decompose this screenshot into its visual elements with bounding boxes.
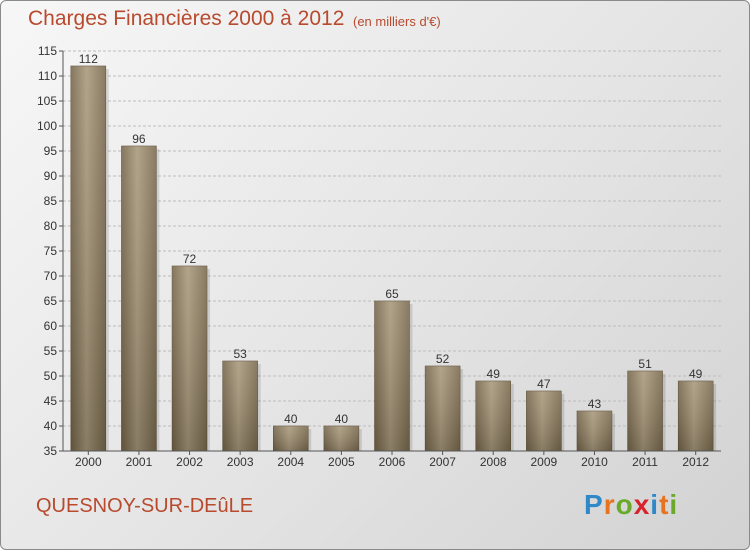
x-tick-label: 2011: [632, 455, 658, 469]
y-tick-label: 70: [44, 269, 58, 283]
data-label: 112: [79, 52, 98, 66]
data-label: 72: [183, 252, 197, 266]
data-label: 40: [335, 412, 349, 426]
y-tick-label: 40: [44, 419, 58, 433]
bar-shade: [222, 361, 258, 451]
y-tick-label: 50: [44, 369, 58, 383]
y-tick-label: 105: [37, 94, 57, 108]
data-label: 49: [487, 367, 501, 381]
bar-shade: [70, 66, 106, 451]
data-label: 52: [436, 352, 450, 366]
logo-letter: o: [615, 489, 634, 520]
logo-letter: r: [603, 489, 616, 520]
logo-letter: x: [633, 489, 651, 520]
chart-title: Charges Financières 2000 à 2012: [28, 7, 345, 30]
bar-shade: [273, 426, 309, 451]
x-tick-label: 2000: [75, 455, 102, 469]
x-tick-label: 2002: [176, 455, 203, 469]
chart-subtitle: (en milliers d'€): [353, 14, 441, 29]
proxiti-logo: Proxiti: [584, 489, 678, 521]
logo-letter: t: [659, 489, 670, 520]
x-tick-label: 2008: [480, 455, 507, 469]
axes: 35 40 45 50 55 60 65 70 75 80 85 90 95 100 105 110 115 20…: [37, 44, 721, 469]
logo-letter: P: [584, 489, 604, 520]
bars: [70, 65, 717, 452]
logo-letter: i: [650, 489, 660, 520]
y-tick-label: 110: [38, 69, 57, 83]
commune-name: QUESNOY-SUR-DEûLE: [36, 495, 254, 517]
y-tick-label: 95: [44, 144, 58, 158]
y-tick-label: 60: [44, 319, 58, 333]
data-label: 40: [284, 412, 298, 426]
x-tick-label: 2012: [682, 455, 709, 469]
data-label: 65: [385, 287, 399, 301]
bar-shade: [475, 381, 511, 451]
y-tick-label: 100: [37, 119, 57, 133]
data-label: 47: [537, 377, 551, 391]
x-tick-label: 2003: [227, 455, 254, 469]
y-tick-label: 80: [44, 219, 58, 233]
y-tick-label: 55: [44, 344, 58, 358]
bar-shade: [121, 146, 157, 451]
y-tick-label: 75: [44, 244, 58, 258]
bar-shade: [425, 366, 461, 451]
y-tick-label: 90: [44, 169, 58, 183]
y-tick-label: 65: [44, 294, 58, 308]
bar-shade: [627, 371, 663, 451]
data-label: 51: [638, 357, 652, 371]
x-tick-label: 2004: [277, 455, 304, 469]
x-tick-label: 2006: [379, 455, 406, 469]
y-tick-label: 35: [44, 444, 58, 458]
data-label: 49: [689, 367, 703, 381]
bar-shade: [374, 301, 410, 451]
y-tick-label: 45: [44, 394, 58, 408]
x-tick-label: 2007: [429, 455, 456, 469]
y-tick-label: 115: [38, 44, 57, 58]
x-tick-label: 2001: [126, 455, 153, 469]
y-tick-label: 85: [44, 194, 58, 208]
bar-shade: [576, 411, 612, 451]
x-tick-label: 2005: [328, 455, 355, 469]
data-label: 43: [588, 397, 602, 411]
bar-shade: [678, 381, 714, 451]
data-labels: 112 96 72 53 40 40 65 52 49 47 43 51 49: [79, 52, 703, 426]
bar-shade: [172, 266, 208, 451]
logo-letter: i: [669, 489, 679, 520]
bar-shade: [323, 426, 359, 451]
x-tick-label: 2010: [581, 455, 608, 469]
bar-shade: [526, 391, 562, 451]
data-label: 96: [132, 132, 146, 146]
x-tick-label: 2009: [530, 455, 557, 469]
data-label: 53: [233, 347, 247, 361]
